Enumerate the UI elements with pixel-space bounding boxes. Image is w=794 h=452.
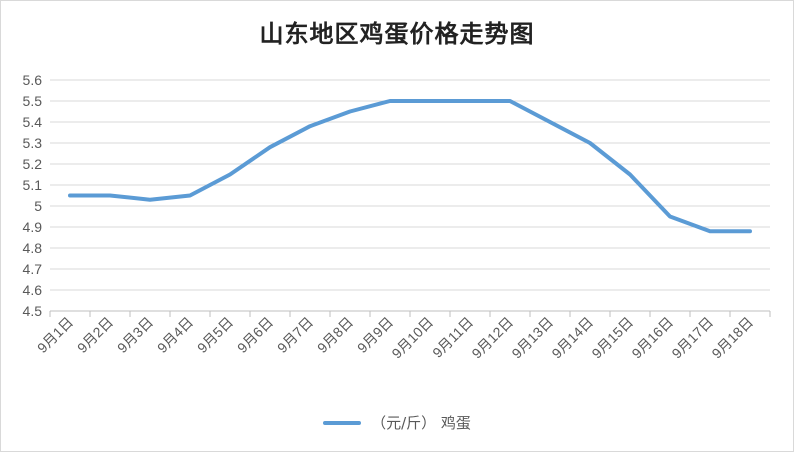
- y-tick-label: 5: [34, 198, 42, 214]
- x-tick-label: 9月8日: [314, 314, 356, 356]
- legend: （元/斤） 鸡蛋: [0, 412, 794, 433]
- chart-title: 山东地区鸡蛋价格走势图: [259, 19, 535, 48]
- x-tick-label: 9月12日: [468, 314, 516, 362]
- y-tick-label: 5.3: [23, 135, 43, 151]
- y-tick-label: 4.5: [23, 303, 43, 319]
- x-tick-label: 9月1日: [34, 314, 76, 356]
- x-tick-label: 9月7日: [274, 314, 316, 356]
- x-tick-label: 9月14日: [548, 314, 596, 362]
- series-line: [68, 99, 752, 234]
- x-tick-label: 9月5日: [194, 314, 236, 356]
- legend-label: （元/斤） 鸡蛋: [371, 414, 471, 432]
- y-tick-label: 5.2: [23, 156, 43, 172]
- y-tick-label: 4.7: [23, 261, 43, 277]
- x-tick-label: 9月18日: [708, 314, 756, 362]
- x-tick-label: 9月2日: [74, 314, 116, 356]
- x-tick-label: 9月10日: [388, 314, 436, 362]
- x-tick-label: 9月17日: [668, 314, 716, 362]
- x-tick-label: 9月3日: [114, 314, 156, 356]
- x-tick-label: 9月15日: [588, 314, 636, 362]
- y-tick-label: 5.5: [23, 93, 43, 109]
- y-tick-label: 5.1: [23, 177, 43, 193]
- y-tick-label: 4.9: [23, 219, 43, 235]
- x-tick-label: 9月6日: [234, 314, 276, 356]
- x-tick-label: 9月4日: [154, 314, 196, 356]
- y-tick-label: 5.4: [23, 114, 43, 130]
- y-tick-label: 5.6: [23, 72, 43, 88]
- y-tick-label: 4.6: [23, 282, 43, 298]
- x-tick-label: 9月13日: [508, 314, 556, 362]
- legend-swatch: [323, 420, 362, 425]
- x-tick-label: 9月11日: [429, 314, 476, 361]
- y-tick-label: 4.8: [23, 240, 43, 256]
- x-tick-label: 9月16日: [628, 314, 676, 362]
